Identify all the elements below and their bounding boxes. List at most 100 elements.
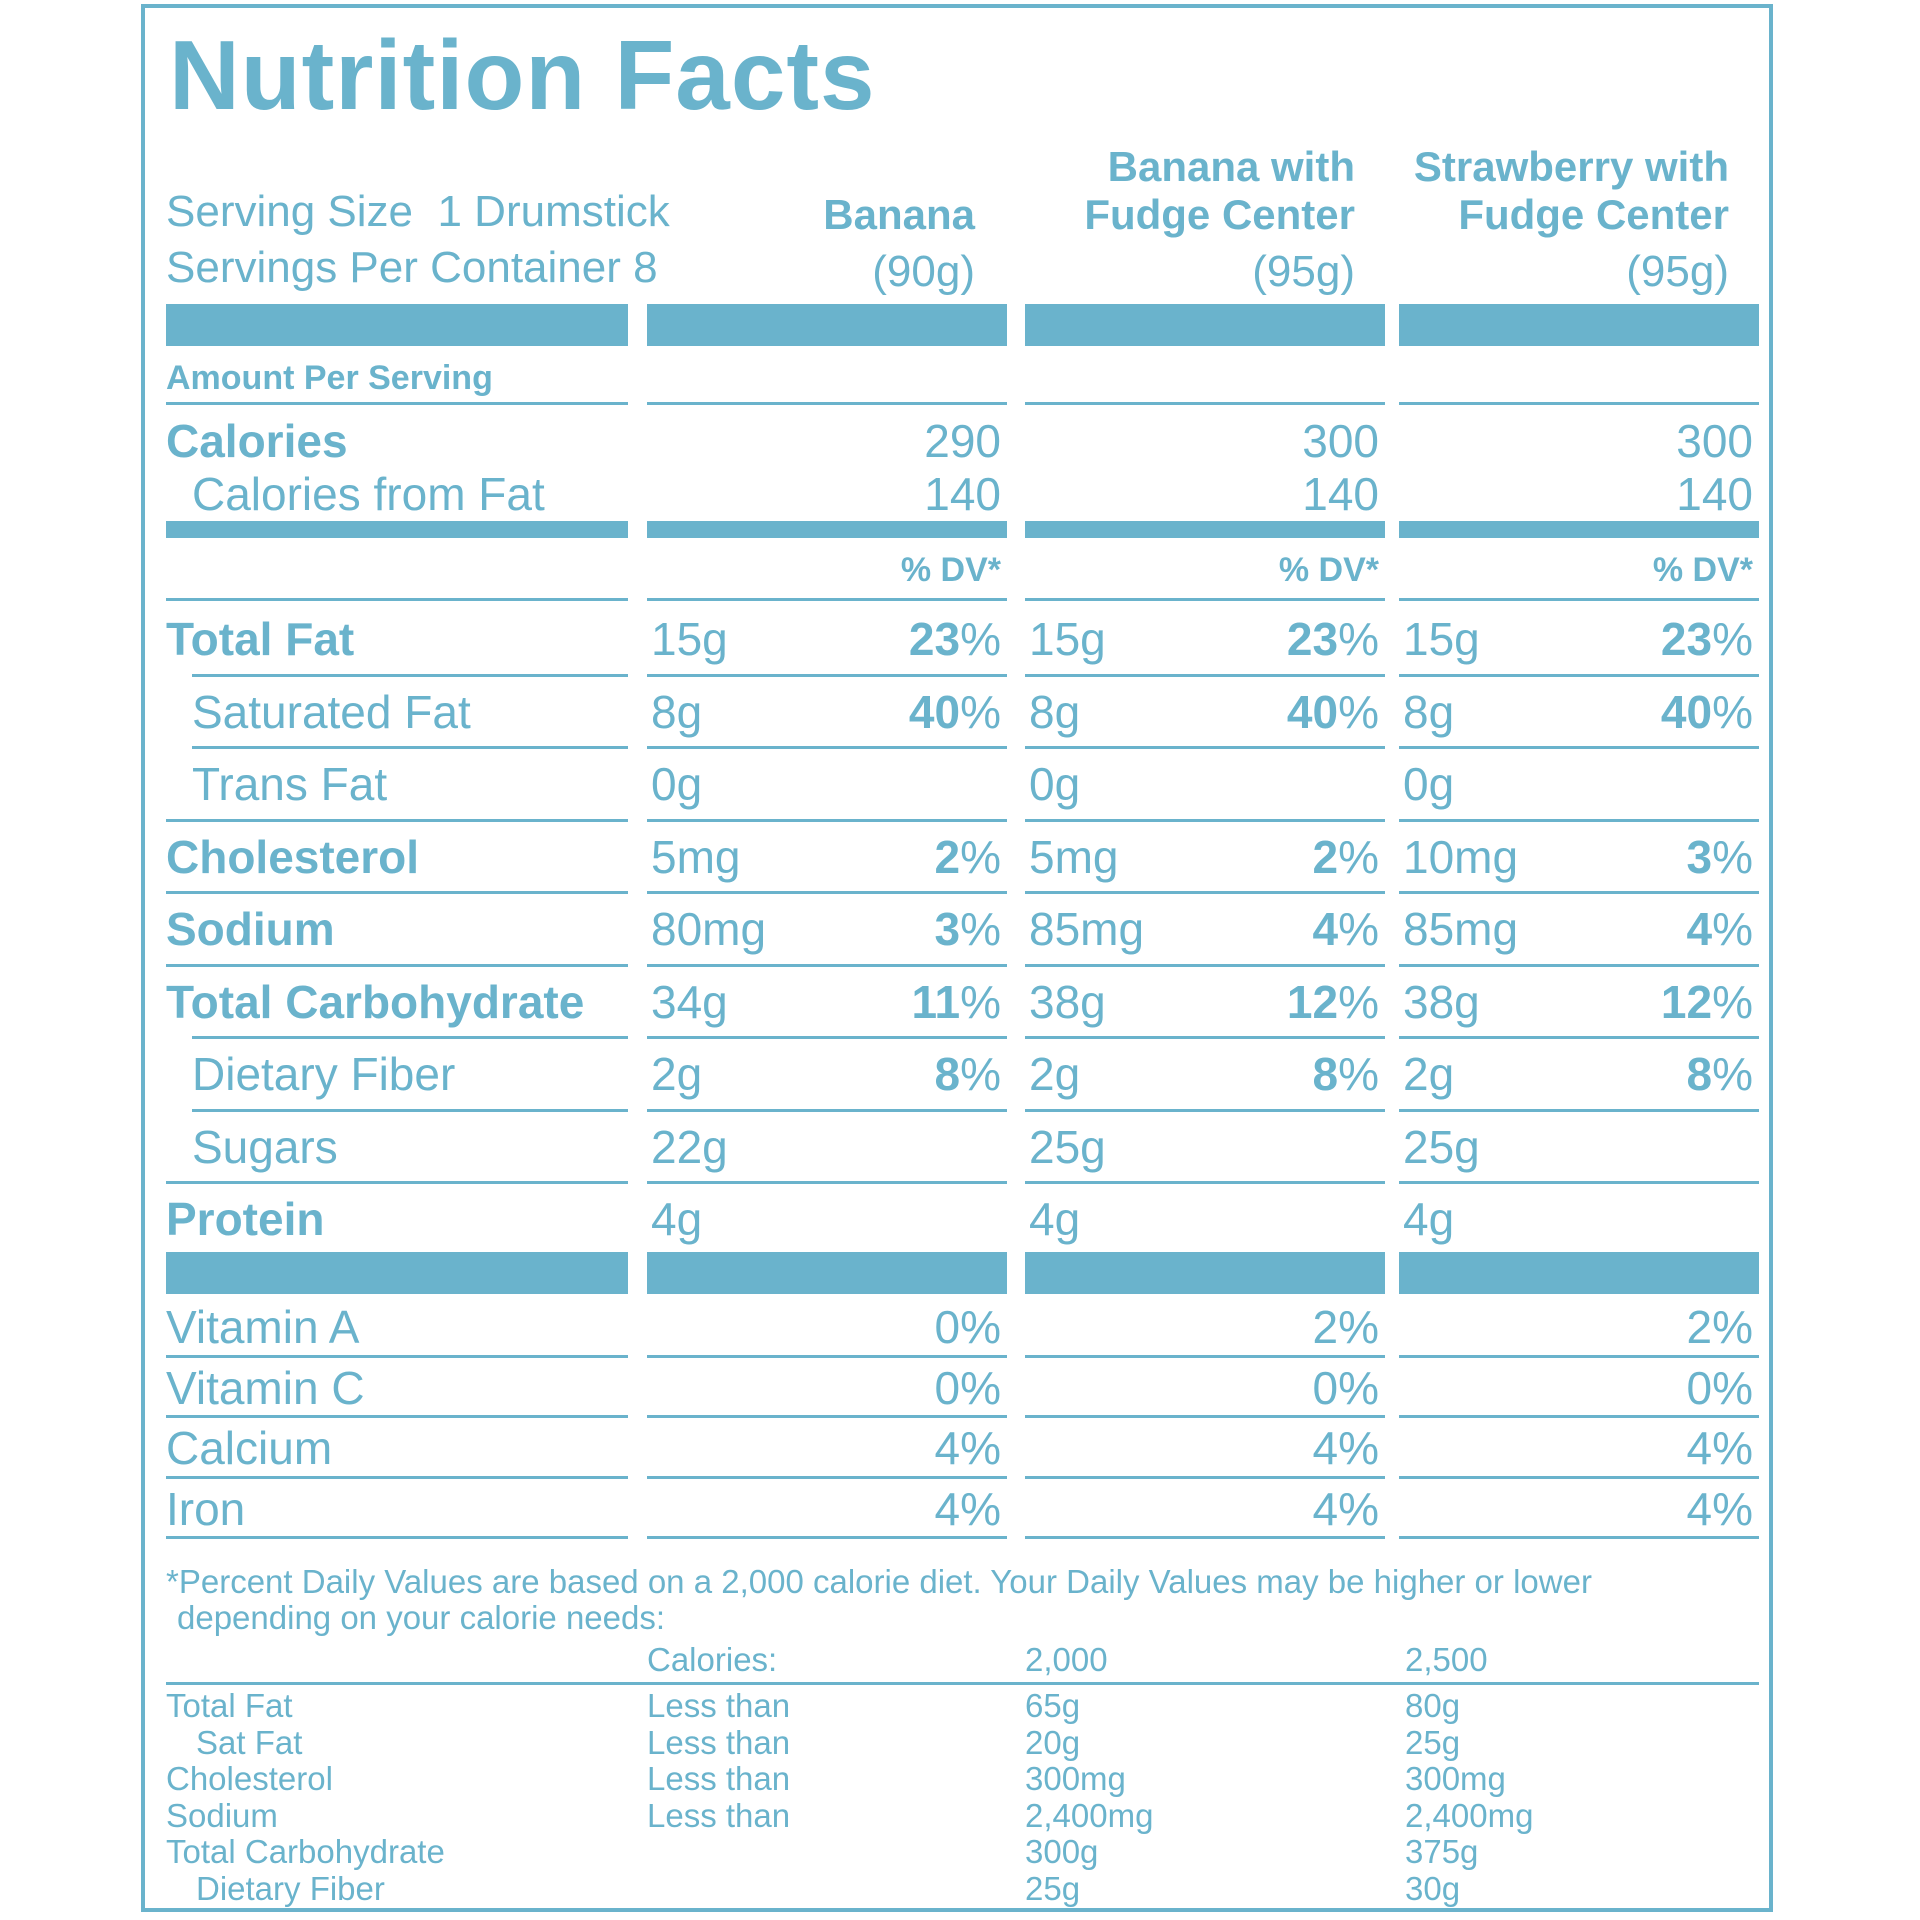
nutrient-percent-value: 23	[1286, 613, 1339, 665]
divider	[1399, 1536, 1759, 1539]
product-3-name-line2: Fudge Center	[1458, 191, 1729, 238]
divider	[1399, 963, 1759, 967]
dv-ref-value-2000: 25g	[1025, 1869, 1081, 1907]
serving-size-value: 1 Drumstick	[437, 187, 670, 236]
divider	[1399, 1108, 1759, 1112]
vitamin-value: 4%	[934, 1422, 1001, 1474]
nutrient-percent-value: 4	[1686, 903, 1713, 955]
nutrient-percent: 8%	[1025, 1047, 1380, 1101]
nutrient-percent: 11%	[647, 975, 1001, 1029]
divider	[647, 1475, 1007, 1479]
vitamin-value: 0%	[934, 1361, 1001, 1414]
product-3-weight: (95g)	[1626, 247, 1729, 296]
product-1-weight: (90g)	[872, 247, 975, 296]
nutrient-percent: 23%	[647, 612, 1001, 666]
divider	[166, 1354, 628, 1358]
divider	[647, 818, 1007, 822]
nutrient-percent: 8%	[647, 1047, 1002, 1101]
percent-sign: %	[1338, 1048, 1379, 1100]
dv-header-3: % DV*	[1652, 551, 1753, 589]
divider	[192, 746, 628, 749]
nutrient-percent: 3%	[647, 902, 1002, 956]
nutrient-label: Trans Fat	[192, 758, 388, 810]
divider	[647, 1108, 1007, 1112]
dv-ref-label: Dietary Fiber	[196, 1869, 385, 1907]
nutrient-percent-value: 12	[1660, 975, 1713, 1028]
thick-divider	[166, 1252, 628, 1294]
divider	[647, 1036, 1007, 1039]
dv-ref-label: Sodium	[166, 1796, 278, 1834]
nutrient-percent: 23%	[1399, 612, 1753, 666]
dv-ref-calories-label: Calories:	[647, 1641, 778, 1678]
nutrient-percent-value: 2	[1312, 830, 1339, 883]
dv-ref-value-2500: 375g	[1405, 1833, 1479, 1870]
nutrient-amount: 15g	[651, 613, 728, 665]
dv-ref-value-2000: 2,400mg	[1025, 1796, 1154, 1834]
vitamin-label: Vitamin C	[166, 1361, 365, 1414]
percent-sign: %	[1712, 613, 1753, 665]
vitamin-label: Iron	[166, 1482, 246, 1535]
calories-value-3: 300	[1676, 415, 1753, 467]
percent-sign: %	[960, 685, 1001, 738]
percent-sign: %	[1712, 830, 1753, 883]
dv-ref-label: Total Fat	[166, 1687, 293, 1724]
serving-size: Serving Size 1 Drumstick	[166, 186, 670, 238]
divider	[1025, 963, 1385, 967]
dv-ref-value-2500: 80g	[1405, 1687, 1461, 1724]
percent-sign: %	[1338, 830, 1379, 883]
nutrient-amount: 25g	[1029, 1120, 1106, 1173]
divider	[1399, 891, 1759, 894]
nutrient-percent: 40%	[1399, 685, 1753, 739]
divider	[647, 746, 1007, 749]
nutrient-percent: 12%	[1399, 975, 1753, 1029]
product-2-name-line2: Fudge Center	[1084, 191, 1355, 238]
divider	[1025, 1536, 1385, 1539]
nutrient-amount: 5mg	[651, 830, 741, 883]
percent-sign: %	[960, 975, 1001, 1028]
dv-ref-2000: 2,000	[1025, 1641, 1108, 1678]
thick-divider	[1025, 1252, 1385, 1294]
divider	[1399, 818, 1759, 822]
nutrient-percent: 2%	[647, 830, 1002, 884]
divider	[1025, 1354, 1385, 1358]
medium-divider	[1025, 521, 1385, 538]
nutrient-amount: 0g	[651, 758, 703, 810]
percent-sign: %	[960, 830, 1001, 883]
divider	[1399, 1354, 1759, 1358]
dv-ref-label: Total Carbohydrate	[166, 1833, 445, 1870]
vitamin-value: 0%	[1686, 1361, 1753, 1414]
divider	[1399, 598, 1759, 601]
dv-ref-value-2500: 2,400mg	[1405, 1796, 1534, 1834]
nutrient-percent-value: 4	[1312, 903, 1339, 955]
dv-ref-qualifier: Less than	[647, 1687, 791, 1724]
divider	[1025, 746, 1385, 749]
divider	[166, 891, 628, 894]
nutrient-percent-value: 8	[1686, 1048, 1713, 1100]
divider	[1399, 1181, 1759, 1184]
serving-size-label: Serving Size	[166, 187, 414, 236]
nutrient-label: Total Fat	[166, 613, 355, 665]
nutrient-label: Saturated Fat	[192, 685, 471, 738]
product-2-weight: (95g)	[1252, 247, 1355, 296]
nutrient-amount: 85mg	[1029, 903, 1145, 955]
label-title: Nutrition Facts	[169, 20, 876, 130]
dv-ref-value-2000: 300g	[1025, 1833, 1099, 1870]
nutrient-amount: 10mg	[1403, 830, 1519, 883]
percent-sign: %	[960, 613, 1001, 665]
percent-sign: %	[1338, 685, 1379, 738]
nutrient-amount: 8g	[651, 685, 703, 738]
vitamin-value: 4%	[934, 1482, 1001, 1535]
amount-per-serving: Amount Per Serving	[166, 359, 493, 397]
divider	[166, 1536, 628, 1539]
servings-per-container: Servings Per Container 8	[166, 243, 658, 292]
nutrient-label: Total Carbohydrate	[166, 975, 585, 1028]
nutrient-percent: 4%	[1399, 902, 1754, 956]
vitamin-value: 0%	[934, 1301, 1001, 1353]
nutrient-percent-value: 11	[911, 975, 961, 1028]
product-3-name-line1: Strawberry with	[1413, 143, 1729, 190]
divider	[166, 1415, 628, 1418]
nutrient-percent-value: 40	[1660, 685, 1713, 738]
vitamin-label: Calcium	[166, 1422, 333, 1474]
nutrient-percent: 3%	[1399, 830, 1754, 884]
divider	[1399, 402, 1759, 405]
